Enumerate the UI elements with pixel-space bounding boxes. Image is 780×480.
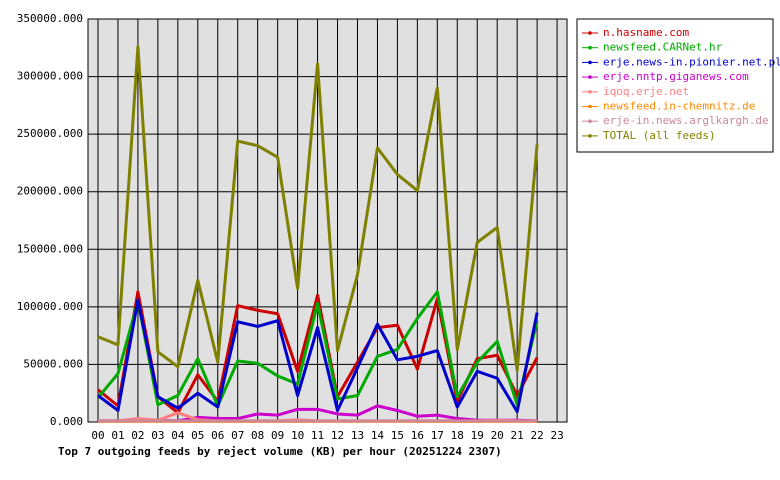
x-tick-label: 19 [471, 429, 484, 442]
y-tick-label: 250000.000 [17, 127, 83, 140]
x-tick-label: 22 [530, 429, 543, 442]
chart-title: Top 7 outgoing feeds by reject volume (K… [58, 445, 502, 458]
y-tick-label: 100000.000 [17, 300, 83, 313]
legend-box [576, 18, 774, 153]
series-line [97, 45, 539, 372]
x-tick-label: 16 [411, 429, 424, 442]
legend-marker [588, 134, 592, 138]
legend-label: erje-in.news.arglkargh.de [603, 114, 769, 127]
x-tick-label: 09 [271, 429, 284, 442]
x-tick-label: 06 [211, 429, 224, 442]
series-line [96, 290, 539, 408]
x-tick-label: 03 [151, 429, 164, 442]
y-tick-label: 50000.000 [23, 357, 83, 370]
legend-marker [588, 60, 592, 65]
x-tick-label: 04 [171, 429, 185, 442]
legend-marker [588, 104, 592, 109]
y-tick-label: 300000.000 [17, 70, 83, 83]
x-tick-label: 08 [251, 429, 264, 442]
x-tick-label: 18 [451, 429, 464, 442]
legend-label: erje.news-in.pionier.net.pl [603, 55, 780, 68]
legend-label: n.hasname.com [603, 26, 689, 39]
legend-label: newsfeed.in-chemnitz.de [603, 100, 755, 113]
x-tick-label: 10 [291, 429, 304, 442]
x-tick-label: 02 [131, 429, 144, 442]
x-tick-label: 00 [91, 429, 104, 442]
x-tick-label: 11 [311, 429, 324, 442]
x-tick-label: 21 [511, 429, 524, 442]
series-line [97, 298, 539, 414]
x-tick-label: 17 [431, 429, 444, 442]
x-tick-label: 23 [550, 429, 563, 442]
y-tick-label: 350000.000 [17, 12, 83, 25]
legend-marker [588, 45, 592, 50]
x-tick-label: 13 [351, 429, 364, 442]
x-tick-label: 20 [491, 429, 504, 442]
legend-label: TOTAL (all feeds) [603, 129, 716, 142]
x-tick-label: 05 [191, 429, 204, 442]
y-tick-label: 150000.000 [17, 242, 83, 255]
legend-label: erje.nntp.giganews.com [603, 70, 749, 83]
legend-label: newsfeed.CARNet.hr [603, 41, 723, 54]
legend-marker [588, 90, 592, 94]
x-tick-label: 07 [231, 429, 244, 442]
legend-label: iqoq.erje.net [603, 85, 689, 98]
x-tick-label: 12 [331, 429, 344, 442]
legend-marker [588, 119, 592, 123]
y-tick-label: 0.000 [50, 415, 83, 428]
legend-marker [588, 31, 592, 35]
legend-marker [588, 75, 592, 79]
x-tick-label: 15 [391, 429, 404, 442]
x-tick-label: 01 [111, 429, 124, 442]
y-tick-label: 200000.000 [17, 185, 83, 198]
x-tick-label: 14 [371, 429, 385, 442]
